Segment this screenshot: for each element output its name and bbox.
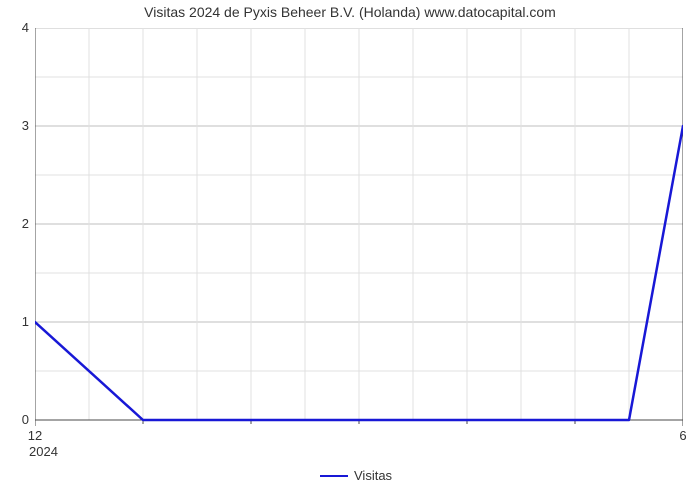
y-tick-label: 0 (9, 412, 29, 427)
y-tick-label: 3 (9, 118, 29, 133)
legend: Visitas (320, 468, 392, 483)
chart-title: Visitas 2024 de Pyxis Beheer B.V. (Holan… (0, 4, 700, 20)
chart-plot (35, 28, 683, 428)
legend-line (320, 475, 348, 477)
x-tick-label: 12 (28, 428, 42, 443)
y-tick-label: 4 (9, 20, 29, 35)
x-sub-label: 2024 (29, 444, 58, 459)
x-tick-label: 6 (679, 428, 686, 443)
y-tick-label: 2 (9, 216, 29, 231)
chart-container: Visitas 2024 de Pyxis Beheer B.V. (Holan… (0, 0, 700, 500)
y-tick-label: 1 (9, 314, 29, 329)
legend-label: Visitas (354, 468, 392, 483)
